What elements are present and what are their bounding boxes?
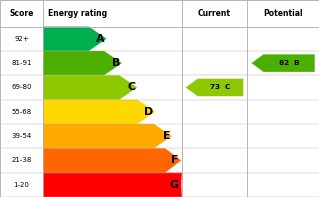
Text: 1-20: 1-20 bbox=[14, 182, 29, 188]
Bar bbox=[182, 27, 319, 197]
Text: 21-38: 21-38 bbox=[11, 157, 32, 164]
Polygon shape bbox=[43, 51, 122, 75]
Bar bbox=[0, 100, 43, 124]
Polygon shape bbox=[43, 173, 182, 197]
Text: C: C bbox=[127, 83, 136, 92]
Text: G: G bbox=[169, 180, 179, 190]
Bar bbox=[0, 124, 43, 148]
Polygon shape bbox=[43, 124, 172, 148]
Text: 69-80: 69-80 bbox=[11, 85, 32, 90]
Text: 92+: 92+ bbox=[14, 36, 29, 42]
Bar bbox=[0, 0, 319, 27]
Text: Potential: Potential bbox=[263, 9, 303, 18]
Text: 39-54: 39-54 bbox=[11, 133, 32, 139]
Polygon shape bbox=[186, 79, 243, 96]
Polygon shape bbox=[43, 75, 137, 100]
Text: D: D bbox=[144, 107, 153, 117]
Text: 55-68: 55-68 bbox=[11, 109, 32, 115]
Bar bbox=[0, 75, 43, 100]
Bar bbox=[0, 148, 43, 173]
Bar bbox=[0, 173, 43, 197]
Text: 82  B: 82 B bbox=[279, 60, 300, 66]
Text: Energy rating: Energy rating bbox=[48, 9, 107, 18]
Bar bbox=[0, 51, 43, 75]
Bar bbox=[0, 27, 43, 51]
Text: Current: Current bbox=[198, 9, 231, 18]
Text: Score: Score bbox=[9, 9, 34, 18]
Polygon shape bbox=[43, 100, 155, 124]
Text: E: E bbox=[163, 131, 170, 141]
Text: F: F bbox=[171, 155, 179, 165]
Text: 81-91: 81-91 bbox=[11, 60, 32, 66]
Text: A: A bbox=[96, 34, 105, 44]
Polygon shape bbox=[43, 148, 181, 173]
Polygon shape bbox=[43, 27, 107, 51]
Text: B: B bbox=[112, 58, 120, 68]
Polygon shape bbox=[251, 54, 315, 72]
Text: 73  C: 73 C bbox=[210, 85, 231, 90]
